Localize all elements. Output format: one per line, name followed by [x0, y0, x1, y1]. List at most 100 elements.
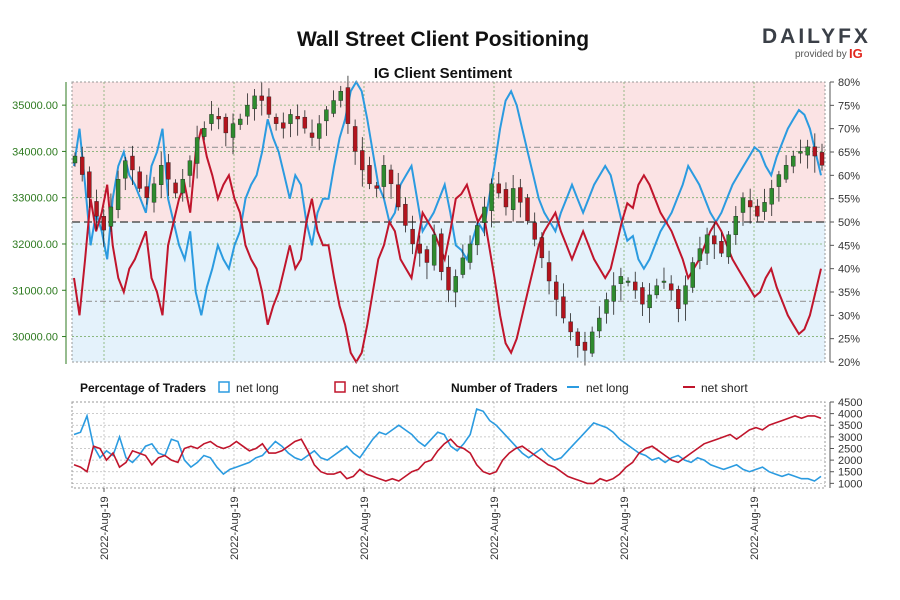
candle-body — [776, 174, 782, 187]
candle-body — [611, 285, 616, 302]
candle-body — [546, 262, 552, 282]
candle-body — [360, 150, 365, 171]
percent-tick-label: 40% — [838, 264, 860, 276]
candle-body — [726, 234, 731, 258]
percent-axis: 20% 25% 30% 35% 40% 45% 50% 55% 60% 65% 70% 75% 80% — [829, 77, 860, 369]
candle-body — [209, 114, 214, 124]
candle-body — [661, 280, 667, 283]
candle-body — [589, 331, 595, 354]
candle-body — [518, 187, 523, 203]
candle-body — [769, 188, 774, 205]
candle-body — [697, 248, 703, 261]
count-net-long-line — [73, 407, 822, 482]
candle-body — [317, 123, 322, 139]
count-tick-label: 4000 — [838, 409, 862, 421]
candle-body — [704, 234, 710, 254]
candle-body — [489, 183, 494, 211]
price-axis: 30000.00 31000.00 32000.00 33000.00 34000.00… — [12, 82, 67, 364]
candle-body — [503, 189, 509, 208]
candle-body — [309, 132, 315, 138]
count-tick-label: 1000 — [838, 478, 862, 490]
candle-body — [733, 216, 739, 235]
upper-frame — [71, 81, 826, 363]
lower-frame — [71, 401, 826, 489]
candle-body — [324, 109, 329, 122]
candle-body — [482, 206, 487, 223]
legend-short-box — [334, 381, 346, 393]
count-tick-label: 4500 — [838, 397, 862, 409]
brand-tagline: provided by — [795, 49, 847, 60]
trader-count-lines — [73, 407, 822, 485]
candle-body — [266, 96, 272, 115]
candle-body — [367, 165, 372, 185]
candle-body — [273, 116, 279, 124]
candle-body — [453, 276, 458, 293]
candle-body — [467, 243, 473, 263]
candle-body — [403, 203, 408, 226]
candle-body — [755, 205, 760, 217]
candle-body — [101, 216, 106, 231]
candle-body — [532, 222, 537, 240]
lower-gridlines — [72, 401, 825, 488]
candle-body — [345, 87, 351, 124]
candle-body — [115, 178, 121, 210]
dailyfx-logo: DAILYFX provided by IG — [762, 25, 868, 61]
candle-body — [216, 116, 221, 120]
candle-body — [676, 289, 681, 309]
candle-body — [94, 201, 99, 217]
count-tick-label: 3500 — [838, 420, 862, 432]
candle-body — [108, 206, 114, 227]
candle-body — [130, 155, 135, 171]
candle-body — [762, 202, 767, 212]
price-tick-label: 30000.00 — [12, 332, 58, 344]
candle-body — [123, 160, 128, 179]
candle-body — [805, 146, 810, 156]
candle-body — [554, 281, 559, 300]
percent-tick-label: 45% — [838, 240, 860, 252]
candle-body — [87, 171, 92, 198]
price-candles — [72, 75, 825, 366]
candle-body — [374, 185, 379, 189]
candle-body — [331, 100, 336, 114]
percent-tick-label: 35% — [838, 287, 860, 299]
candle-body — [819, 152, 825, 166]
legend-pct-short: net short — [352, 381, 399, 395]
candle-body — [597, 317, 602, 332]
candle-body — [144, 186, 150, 198]
percent-tick-label: 55% — [838, 194, 860, 206]
candle-body — [647, 294, 652, 309]
percent-tick-label: 25% — [838, 334, 860, 346]
candle-body — [783, 165, 789, 180]
price-tick-label: 34000.00 — [12, 146, 58, 158]
candle-body — [166, 162, 171, 180]
candle-body — [302, 116, 308, 129]
legend-pct-heading: Percentage of Traders — [80, 381, 206, 395]
candle-body — [575, 331, 580, 347]
candle-body — [388, 169, 394, 185]
price-tick-label: 32000.00 — [12, 239, 58, 251]
candle-body — [496, 183, 501, 194]
date-tick-label: 2022-Aug-19 — [749, 496, 761, 560]
brand-partner: IG — [849, 46, 863, 61]
candle-body — [194, 137, 200, 164]
price-tick-label: 35000.00 — [12, 100, 58, 112]
legend-num-heading: Number of Traders — [451, 381, 558, 395]
candle-body — [72, 155, 78, 164]
net-long-line — [73, 80, 822, 316]
candle-body — [625, 280, 631, 283]
date-tick-label: 2022-Aug-19 — [489, 496, 501, 560]
candle-body — [640, 287, 645, 305]
legend-num-long: net long — [586, 381, 629, 395]
candle-body — [417, 243, 422, 254]
candle-body — [791, 155, 796, 167]
candle-body — [410, 228, 415, 245]
candle-body — [618, 276, 624, 284]
candle-body — [582, 341, 588, 351]
legend: Percentage of Traders net long net short… — [80, 381, 748, 395]
count-tick-label: 2000 — [838, 455, 862, 467]
candle-body — [338, 91, 343, 101]
candle-body — [245, 104, 250, 117]
candle-body — [180, 178, 185, 194]
candle-body — [747, 200, 753, 208]
